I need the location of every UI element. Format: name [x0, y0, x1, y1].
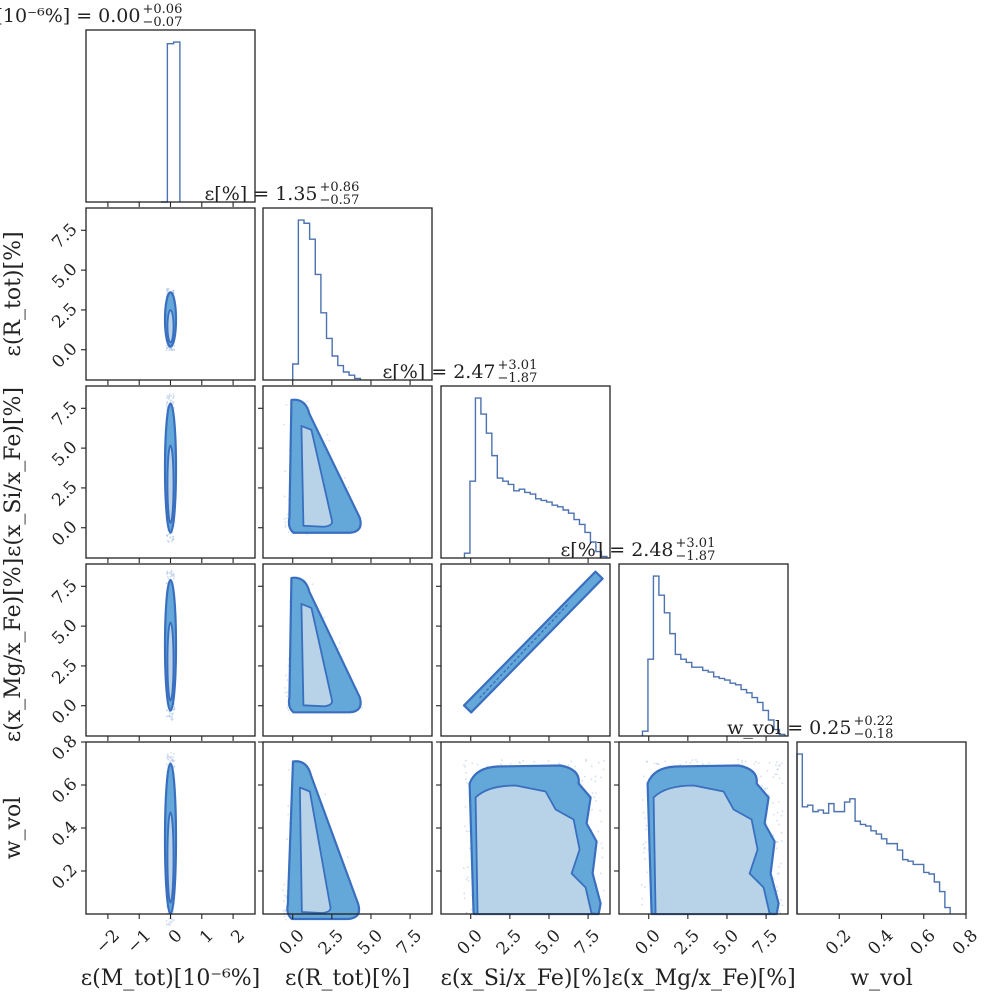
xtick-label-x_Si: 5.0 — [532, 926, 565, 959]
title-plus-w_vol: +0.22 — [854, 714, 894, 729]
title-x_Si: ε[%] = 2.47 +3.01−1.87 — [382, 358, 537, 386]
ytick-label-w_vol: 0.2 — [48, 860, 81, 893]
xlabel-M_tot: ε(M_tot)[10⁻⁶%] — [81, 966, 261, 991]
title-plus-M_tot: +0.06 — [143, 2, 183, 17]
title-x_Mg: ε[%] = 2.48 +3.01−1.87 — [560, 536, 715, 564]
ytick-label-R_tot: 2.5 — [48, 299, 81, 332]
contour-inner-3-1 — [300, 603, 333, 708]
ylabel-x_Mg: ε(x_Mg/x_Fe)[%] — [1, 558, 26, 743]
xtick-label-x_Si: 0.0 — [453, 926, 486, 959]
title-minus-x_Si: −1.87 — [498, 371, 538, 386]
hist-line-x_Mg — [641, 575, 786, 736]
ytick-label-x_Si: 2.5 — [48, 477, 81, 510]
ytick-label-R_tot: 7.5 — [48, 220, 81, 253]
ytick-label-w_vol: 0.4 — [48, 817, 81, 850]
panel-frame-1-1 — [262, 207, 433, 381]
title-main-x_Mg: ε[%] = 2.48 — [560, 539, 673, 561]
ylabel-R_tot: ε(R_tot)[%] — [1, 231, 26, 356]
xtick-label-M_tot: 1 — [196, 926, 218, 948]
xtick-label-R_tot: 0.0 — [275, 926, 308, 959]
ytick-label-x_Mg: 0.0 — [48, 695, 81, 728]
title-plus-x_Si: +3.01 — [498, 358, 538, 373]
ytick-label-x_Mg: 5.0 — [48, 616, 81, 649]
xtick-label-R_tot: 5.0 — [354, 926, 387, 959]
xtick-label-R_tot: 2.5 — [315, 926, 348, 959]
title-plus-R_tot: +0.86 — [320, 180, 360, 195]
xtick-label-x_Si: 2.5 — [493, 926, 526, 959]
panel-frame-2-1 — [262, 385, 433, 559]
ytick-label-w_vol: 0.8 — [48, 731, 81, 764]
xtick-label-x_Mg: 7.5 — [749, 926, 782, 959]
ytick-label-w_vol: 0.6 — [48, 774, 81, 807]
xlabel-R_tot: ε(R_tot)[%] — [285, 966, 410, 991]
title-minus-w_vol: −0.18 — [854, 727, 894, 742]
contour-inner-2-0 — [166, 444, 175, 524]
panel-frame-3-1 — [262, 563, 433, 737]
xtick-label-w_vol: 0.8 — [949, 926, 982, 959]
ylabel-w_vol: w_vol — [1, 797, 26, 860]
contour-inner-4-1 — [298, 786, 332, 914]
contour-inner-4-3 — [652, 784, 777, 915]
xlabel-x_Mg: ε(x_Mg/x_Fe)[%] — [611, 966, 796, 991]
contour-inner-2-1 — [300, 425, 333, 528]
xtick-label-w_vol: 0.4 — [864, 926, 897, 959]
ytick-label-x_Si: 5.0 — [48, 438, 81, 471]
xtick-label-w_vol: 0.2 — [822, 926, 855, 959]
title-main-x_Si: ε[%] = 2.47 — [382, 361, 495, 383]
ytick-label-x_Mg: 7.5 — [48, 576, 81, 609]
title-plus-x_Mg: +3.01 — [676, 536, 716, 551]
title-main-w_vol: w_vol = 0.25 — [727, 717, 851, 739]
title-R_tot: ε[%] = 1.35 +0.86−0.57 — [204, 180, 359, 208]
xlabel-x_Si: ε(x_Si/x_Fe)[%] — [440, 966, 610, 991]
hist-line-R_tot — [292, 219, 362, 380]
xlabel-w_vol: w_vol — [850, 966, 913, 991]
xtick-label-M_tot: −2 — [92, 926, 124, 958]
xtick-label-x_Mg: 2.5 — [671, 926, 704, 959]
xtick-label-R_tot: 7.5 — [393, 926, 426, 959]
ytick-label-x_Si: 7.5 — [48, 398, 81, 431]
contour-inner-1-0 — [166, 309, 175, 344]
title-main-M_tot: ε[10⁻⁶%] = 0.00 — [0, 5, 141, 27]
contour-inner-4-0 — [166, 811, 175, 904]
panel-frame-0-0 — [85, 29, 256, 203]
hist-line-x_Si — [463, 397, 608, 558]
title-w_vol: w_vol = 0.25 +0.22−0.18 — [727, 714, 893, 742]
xtick-label-w_vol: 0.6 — [907, 926, 940, 959]
xtick-label-x_Si: 7.5 — [571, 926, 604, 959]
title-M_tot: ε[10⁻⁶%] = 0.00 +0.06−0.07 — [0, 2, 182, 30]
hist-line-M_tot — [161, 41, 181, 203]
hist-line-w_vol — [796, 753, 951, 914]
title-minus-M_tot: −0.07 — [143, 15, 183, 30]
panel-frame-4-4 — [796, 741, 967, 915]
xtick-label-x_Mg: 5.0 — [710, 926, 743, 959]
ytick-label-R_tot: 0.0 — [48, 339, 81, 372]
title-minus-R_tot: −0.57 — [320, 193, 360, 208]
xtick-label-M_tot: 2 — [227, 926, 249, 948]
panel-frame-3-2 — [440, 563, 611, 737]
xtick-label-M_tot: 0 — [165, 926, 187, 948]
contour-inner-4-2 — [474, 784, 599, 915]
ytick-label-x_Mg: 2.5 — [48, 655, 81, 688]
panel-frame-2-2 — [440, 385, 611, 559]
contour-inner-3-2 — [479, 602, 570, 699]
contour-outer-3-2 — [462, 570, 604, 714]
ylabel-x_Si: ε(x_Si/x_Fe)[%] — [1, 387, 26, 557]
ytick-label-x_Si: 0.0 — [48, 517, 81, 550]
xtick-label-x_Mg: 0.0 — [631, 926, 664, 959]
ytick-label-R_tot: 5.0 — [48, 260, 81, 293]
title-minus-x_Mg: −1.87 — [676, 549, 716, 564]
panel-frame-3-3 — [618, 563, 789, 737]
contour-inner-3-0 — [166, 621, 175, 702]
xtick-label-M_tot: −1 — [123, 926, 155, 958]
title-main-R_tot: ε[%] = 1.35 — [204, 183, 317, 205]
